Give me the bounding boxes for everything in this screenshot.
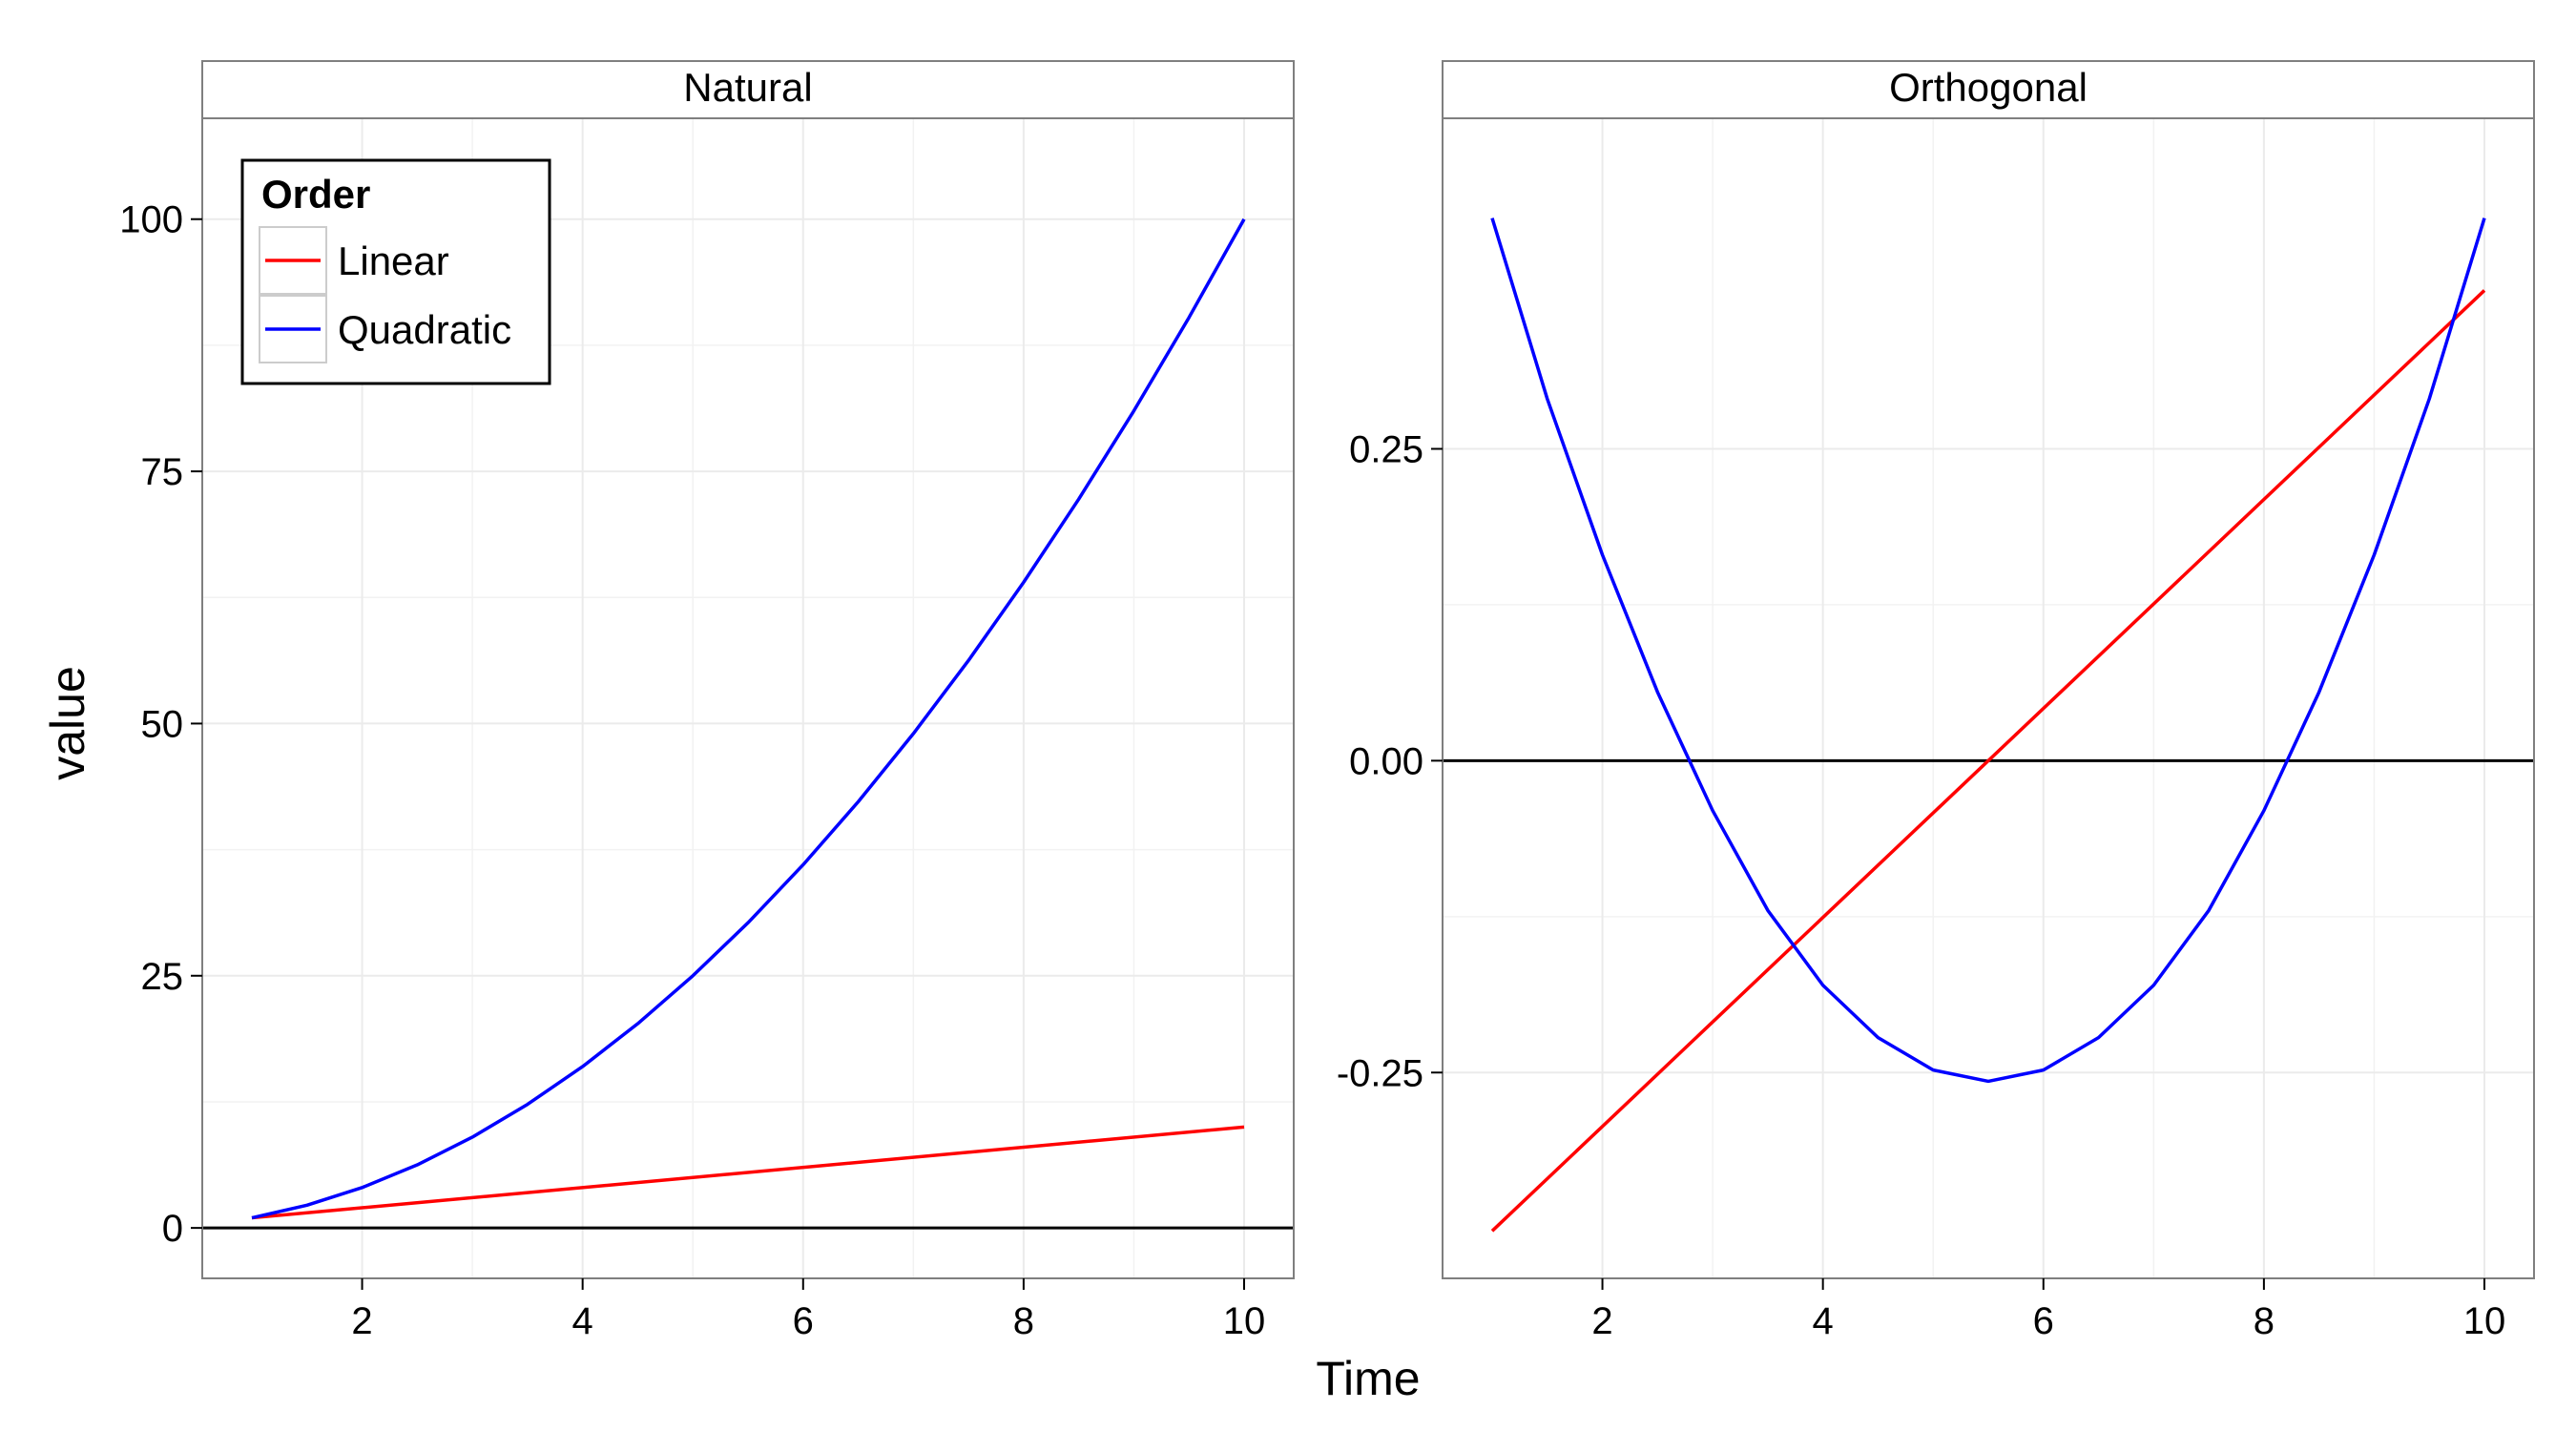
strip-box <box>201 60 1295 119</box>
series-line-quadratic <box>1490 218 2486 1084</box>
x-tick-label: 8 <box>1013 1300 1034 1342</box>
legend-title: Order <box>261 172 370 217</box>
x-tick-label: 6 <box>793 1300 814 1342</box>
y-tick-label: 25 <box>141 956 184 998</box>
legend-label-quadratic: Quadratic <box>338 307 511 352</box>
strip-box <box>1442 60 2535 119</box>
panel-orthogonal: Orthogonal 2 4 6 8 10 -0.25 0.00 0.25 <box>1337 60 2535 1342</box>
series-line-quadratic <box>251 218 1246 1220</box>
x-tick-label: 6 <box>2033 1300 2054 1342</box>
plot-area <box>1443 118 2534 1278</box>
y-tick-label: 0.00 <box>1349 740 1423 782</box>
y-axis-title: value <box>41 666 94 780</box>
x-tick-label: 2 <box>1591 1300 1612 1342</box>
x-tick-label: 10 <box>1223 1300 1266 1342</box>
y-tick-label: 75 <box>141 451 184 493</box>
legend: Order Linear Quadratic <box>240 158 551 385</box>
x-tick-label: 2 <box>351 1300 372 1342</box>
x-tick-label: 10 <box>2463 1300 2506 1342</box>
x-axis-title: Time <box>1316 1352 1420 1405</box>
x-tick-label: 8 <box>2254 1300 2275 1342</box>
strip-label: Orthogonal <box>1889 65 2088 110</box>
y-tick-label: 50 <box>141 703 184 745</box>
legend-label-linear: Linear <box>338 238 449 283</box>
y-tick-label: 0.25 <box>1349 428 1423 470</box>
x-tick-label: 4 <box>572 1300 593 1342</box>
y-tick-label: 0 <box>162 1208 183 1250</box>
x-tick-label: 4 <box>1813 1300 1834 1342</box>
series-line-linear <box>251 1125 1245 1220</box>
strip-label: Natural <box>683 65 812 110</box>
y-tick-label: -0.25 <box>1337 1052 1423 1094</box>
series-line-linear <box>1490 289 2486 1233</box>
y-tick-label: 100 <box>119 199 183 241</box>
